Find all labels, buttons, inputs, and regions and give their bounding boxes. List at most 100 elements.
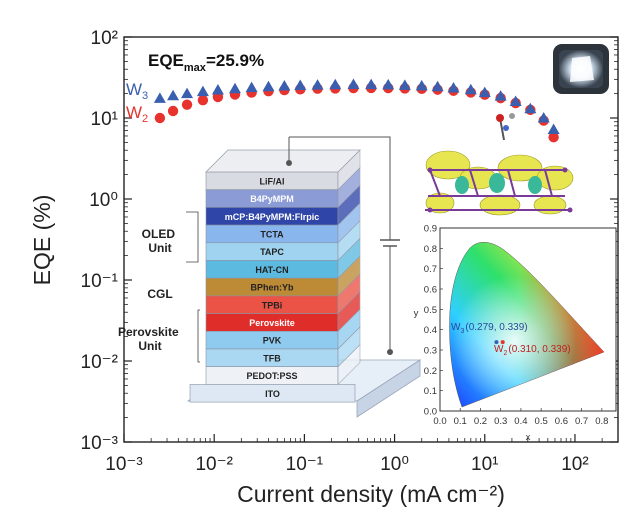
cie-point-label-w3: W3(0.279, 0.339) [451, 322, 528, 335]
series-label-w2: W2 [126, 103, 148, 125]
y-tick-label: 10² [91, 28, 118, 49]
axis-ticks [123, 36, 619, 443]
stack-layer-label: PVK [263, 336, 282, 346]
x-tick-label: 10⁻³ [105, 454, 143, 475]
cie-x-tick-label: 0.0 [433, 416, 446, 427]
cie-x-tick-label: 0.2 [474, 416, 487, 427]
data-point-w3 [181, 87, 194, 99]
stack-layer-label: ITO [265, 389, 280, 399]
data-point-w3 [464, 83, 477, 95]
cie-y-tick-label: 0.2 [424, 366, 437, 377]
y-tick-label: 10⁻³ [81, 433, 119, 454]
stack-top-face [205, 149, 361, 173]
cie-y-tick-label: 0.8 [424, 244, 437, 255]
cie-x-tick-label: 0.8 [595, 416, 608, 427]
data-point-w2 [197, 94, 209, 106]
x-tick-label: 10⁰ [380, 454, 409, 475]
cie-y-label: y [414, 308, 419, 319]
data-point-w3 [447, 81, 460, 93]
data-point-w3 [478, 86, 491, 98]
y-axis-title: EQE (%) [29, 195, 55, 286]
cie-inset: 0.0 0.1 0.2 0.3 0.4 0.5 0.6 0.7 0.8 0.0 0.1 0.2 0.3 0… [414, 224, 617, 443]
device-stack-diagram: LiF/Al B4PyMPM mCP:B4PyMPM:FIrpic TCTA TAPC H… [118, 136, 422, 418]
series-label-w3: W3 [126, 80, 148, 102]
cie-x-tick-label: 0.3 [494, 416, 507, 427]
data-point-w2 [167, 105, 179, 117]
stack-layer-label: TPBi [262, 300, 283, 310]
group-label-perovskite: Perovskite Unit [118, 325, 182, 353]
data-point-w3 [262, 80, 275, 92]
stack-layer-label: HAT-CN [255, 265, 288, 275]
x-tick-label: 10¹ [471, 454, 498, 475]
y-tick-label: 10⁻¹ [81, 271, 119, 292]
group-label-oled: OLED Unit [142, 227, 179, 255]
cie-point-label-w2: W2(0.310, 0.339) [494, 344, 571, 357]
x-axis-title: Current density (mA cm⁻²) [237, 481, 505, 507]
data-point-w3 [509, 95, 522, 106]
stack-layer-label: mCP:B4PyMPM:FIrpic [225, 212, 320, 222]
cie-y-tick-label: 0.9 [424, 224, 437, 235]
data-point-w3 [494, 90, 507, 101]
data-point-w3 [294, 79, 307, 90]
ito-substrate-side [356, 359, 421, 418]
stack-layer-label: TCTA [260, 229, 284, 239]
y-tick-label: 10¹ [91, 109, 118, 130]
cie-x-tick-label: 0.5 [535, 416, 548, 427]
cie-x-tick-label: 0.4 [514, 416, 527, 427]
data-point-w2 [154, 112, 166, 124]
stack-layer-label: BPhen:Yb [250, 283, 294, 293]
data-point-w3 [211, 83, 224, 95]
data-point-w3 [167, 89, 180, 101]
data-point-w3 [196, 85, 209, 97]
cie-x-tick-label: 0.1 [454, 416, 467, 427]
data-point-w3 [278, 80, 291, 91]
data-point-w3 [153, 92, 166, 103]
data-point-w3 [431, 80, 444, 92]
stack-layer-label: PEDOT:PSS [246, 371, 297, 381]
cie-point [500, 340, 505, 345]
data-point-w2 [548, 131, 559, 143]
cie-y-tick-label: 0.1 [424, 386, 437, 397]
stack-layer-label: TFB [263, 353, 281, 363]
cie-x-tick-label: 0.6 [555, 416, 568, 427]
device-photo-icon [553, 44, 609, 94]
cie-point [494, 340, 499, 345]
plot-frame [123, 36, 619, 443]
stack-layer-label: Perovskite [249, 318, 295, 328]
stack-layer [189, 384, 356, 403]
cie-x-tick-label: 0.7 [575, 416, 588, 427]
data-point-w3 [382, 78, 395, 90]
cie-y-tick-label: 0.5 [424, 305, 437, 316]
x-tick-label: 10⁻² [195, 454, 233, 475]
stack-layer-label: TAPC [260, 247, 284, 257]
data-point-w3 [329, 78, 342, 90]
stack-layer-side [337, 343, 361, 386]
cie-x-label: x [526, 432, 531, 443]
x-tick-label: 10⁻¹ [286, 454, 324, 475]
cie-y-tick-label: 0.0 [424, 407, 437, 418]
x-tick-label: 10² [561, 454, 588, 475]
cie-y-tick-label: 0.7 [424, 264, 437, 275]
eqe-max-annotation: EQEmax=25.9% [148, 51, 264, 74]
data-point-w3 [245, 81, 258, 93]
data-point-w3 [311, 79, 324, 90]
molecule-orbital-icon [425, 113, 574, 216]
y-tick-label: 10⁰ [89, 190, 118, 211]
cie-y-tick-label: 0.6 [424, 285, 437, 296]
data-point-w3 [365, 78, 378, 90]
data-point-w3 [547, 123, 560, 135]
data-point-w3 [228, 82, 241, 94]
y-tick-label: 10⁻² [81, 352, 119, 373]
data-point-w3 [347, 78, 360, 90]
axis-tick-labels: 10⁻³ 10⁻² 10⁻¹ 10⁰ 10¹ 10² 10⁻³ 10⁻² 10⁻¹ 10⁰ 10¹ 1… [81, 28, 589, 475]
series-w3 [153, 78, 560, 135]
data-point-w3 [537, 112, 550, 123]
stack-layer-label: LiF/Al [260, 176, 285, 186]
group-label-cgl: CGL [147, 287, 172, 301]
data-point-w2 [181, 99, 193, 110]
stack-layer-label: B4PyMPM [250, 194, 294, 204]
cie-y-tick-label: 0.3 [424, 346, 437, 357]
data-point-w3 [415, 79, 428, 91]
cie-y-tick-label: 0.4 [424, 325, 437, 336]
